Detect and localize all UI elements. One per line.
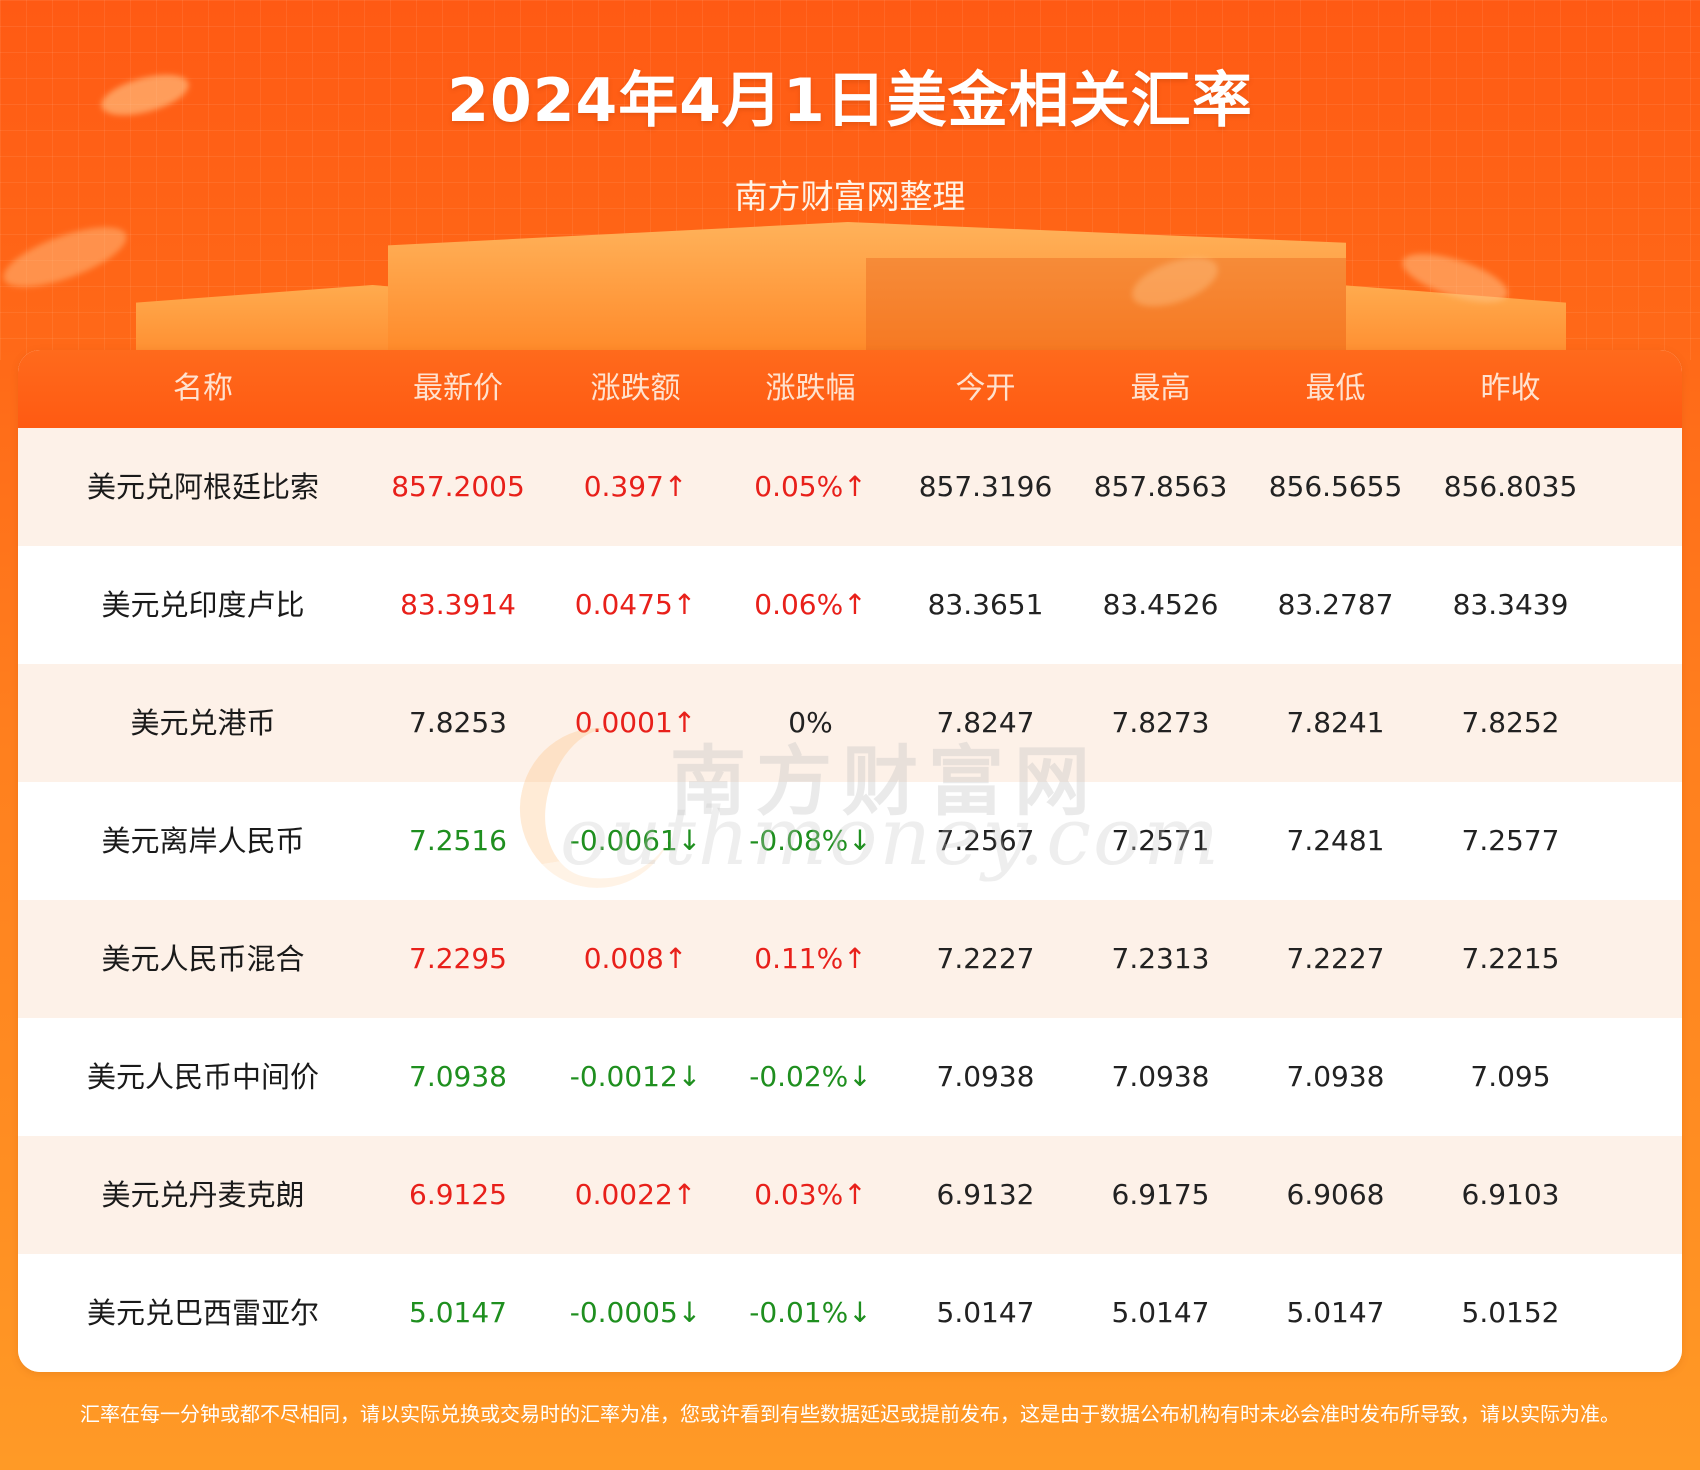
cell-latest: 7.2516 xyxy=(409,824,507,857)
cell-low: 6.9068 xyxy=(1286,1178,1385,1211)
table-row: 美元人民币中间价 7.0938 -0.0012↓ -0.02%↓ 7.0938 7.093… xyxy=(18,1018,1682,1136)
cell-change-pct: 0.06%↑ xyxy=(754,588,867,621)
cell-latest: 83.3914 xyxy=(400,588,516,621)
cell-name: 美元兑丹麦克朗 xyxy=(101,1178,305,1212)
cell-prev-close: 7.2577 xyxy=(1461,824,1560,857)
cell-open: 83.3651 xyxy=(927,588,1044,621)
cell-low: 7.8241 xyxy=(1286,706,1385,739)
cell-prev-close: 83.3439 xyxy=(1452,588,1569,621)
cell-name: 美元离岸人民币 xyxy=(101,824,305,858)
column-header-prev-close: 昨收 xyxy=(1480,371,1541,406)
cell-change-pct: 0.03%↑ xyxy=(754,1178,867,1211)
cell-prev-close: 5.0152 xyxy=(1461,1296,1560,1329)
cell-open: 857.3196 xyxy=(918,470,1053,503)
cell-change-pct: -0.01%↓ xyxy=(749,1296,872,1329)
cell-change: 0.397↑ xyxy=(583,470,688,503)
cell-change-pct: 0.11%↑ xyxy=(754,942,867,975)
cell-prev-close: 856.8035 xyxy=(1443,470,1578,503)
cell-low: 7.2227 xyxy=(1286,942,1385,975)
cell-high: 83.4526 xyxy=(1102,588,1219,621)
decorative-platform-shade xyxy=(866,258,1346,358)
cell-high: 7.0938 xyxy=(1111,1060,1210,1093)
cell-open: 6.9132 xyxy=(936,1178,1035,1211)
cell-change-pct: 0.05%↑ xyxy=(754,470,867,503)
cell-low: 7.2481 xyxy=(1286,824,1385,857)
column-header-high: 最高 xyxy=(1130,371,1191,406)
cell-prev-close: 7.095 xyxy=(1470,1060,1551,1093)
cell-name: 美元兑巴西雷亚尔 xyxy=(86,1296,319,1330)
cell-open: 5.0147 xyxy=(936,1296,1035,1329)
cell-change-pct: 0% xyxy=(788,706,833,739)
cell-open: 7.0938 xyxy=(936,1060,1035,1093)
cell-change: 0.0022↑ xyxy=(574,1178,697,1211)
cell-open: 7.2227 xyxy=(936,942,1035,975)
cell-change-pct: -0.02%↓ xyxy=(749,1060,872,1093)
cell-high: 7.2571 xyxy=(1111,824,1210,857)
page-title: 2024年4月1日美金相关汇率 xyxy=(447,66,1253,136)
cell-name: 美元兑阿根廷比索 xyxy=(86,470,319,504)
cell-high: 6.9175 xyxy=(1111,1178,1210,1211)
disclaimer-note: 汇率在每一分钟或都不尽相同，请以实际兑换或交易时的汇率为准，您或许看到有些数据延… xyxy=(80,1402,1620,1426)
cell-name: 美元人民币混合 xyxy=(101,942,305,976)
table-row: 美元兑巴西雷亚尔 5.0147 -0.0005↓ -0.01%↓ 5.0147 5.014… xyxy=(18,1254,1682,1372)
cell-high: 5.0147 xyxy=(1111,1296,1210,1329)
cell-open: 7.8247 xyxy=(936,706,1035,739)
cell-prev-close: 7.2215 xyxy=(1461,942,1560,975)
table-row: 美元兑印度卢比 83.3914 0.0475↑ 0.06%↑ 83.3651 83.452… xyxy=(18,546,1682,664)
cell-change: 0.0475↑ xyxy=(574,588,697,621)
column-header-change: 涨跌额 xyxy=(590,371,681,406)
cell-high: 7.2313 xyxy=(1111,942,1210,975)
cell-latest: 857.2005 xyxy=(391,470,525,503)
cell-change: 0.008↑ xyxy=(583,942,688,975)
table-row: 美元兑阿根廷比索 857.2005 0.397↑ 0.05%↑ 857.3196 857.… xyxy=(18,428,1682,546)
cell-low: 7.0938 xyxy=(1286,1060,1385,1093)
cell-low: 856.5655 xyxy=(1268,470,1403,503)
cell-latest: 7.2295 xyxy=(409,942,507,975)
cell-latest: 7.0938 xyxy=(409,1060,507,1093)
table-row: 美元离岸人民币 7.2516 -0.0061↓ -0.08%↓ 7.2567 7.2571… xyxy=(18,782,1682,900)
column-header-latest: 最新价 xyxy=(413,371,503,406)
cell-change: 0.0001↑ xyxy=(574,706,697,739)
cell-name: 美元人民币中间价 xyxy=(86,1060,319,1094)
table-header: 名称 最新价 涨跌额 涨跌幅 今开 最高 最低 昨收 xyxy=(18,350,1682,428)
cell-latest: 6.9125 xyxy=(409,1178,507,1211)
cell-change-pct: -0.08%↓ xyxy=(749,824,872,857)
column-header-low: 最低 xyxy=(1305,371,1366,406)
table-row: 美元兑港币 7.8253 0.0001↑ 0% 7.8247 7.8273 7.8241 7.… xyxy=(18,664,1682,782)
cell-latest: 5.0147 xyxy=(409,1296,507,1329)
cell-prev-close: 7.8252 xyxy=(1461,706,1560,739)
cell-name: 美元兑港币 xyxy=(130,706,276,740)
cell-change: -0.0005↓ xyxy=(569,1296,702,1329)
cell-low: 5.0147 xyxy=(1286,1296,1385,1329)
cell-prev-close: 6.9103 xyxy=(1461,1178,1560,1211)
column-header-change-pct: 涨跌幅 xyxy=(765,371,856,406)
decorative-platform-center xyxy=(388,222,1346,352)
page-subtitle: 南方财富网整理 xyxy=(734,177,966,216)
table-row: 美元人民币混合 7.2295 0.008↑ 0.11%↑ 7.2227 7.2313 7.2… xyxy=(18,900,1682,1018)
cell-high: 857.8563 xyxy=(1093,470,1228,503)
cell-high: 7.8273 xyxy=(1111,706,1210,739)
cell-latest: 7.8253 xyxy=(409,706,507,739)
exchange-rate-table: 名称 最新价 涨跌额 涨跌幅 今开 最高 最低 昨收 美元兑阿根廷比索 857.2… xyxy=(18,350,1682,1372)
table-row: 美元兑丹麦克朗 6.9125 0.0022↑ 0.03%↑ 6.9132 6.9175 6.… xyxy=(18,1136,1682,1254)
cell-change: -0.0012↓ xyxy=(569,1060,702,1093)
cell-name: 美元兑印度卢比 xyxy=(101,588,305,622)
column-header-name: 名称 xyxy=(173,371,233,406)
column-header-open: 今开 xyxy=(955,371,1016,406)
cell-change: -0.0061↓ xyxy=(569,824,702,857)
cell-open: 7.2567 xyxy=(936,824,1035,857)
cell-low: 83.2787 xyxy=(1277,588,1394,621)
